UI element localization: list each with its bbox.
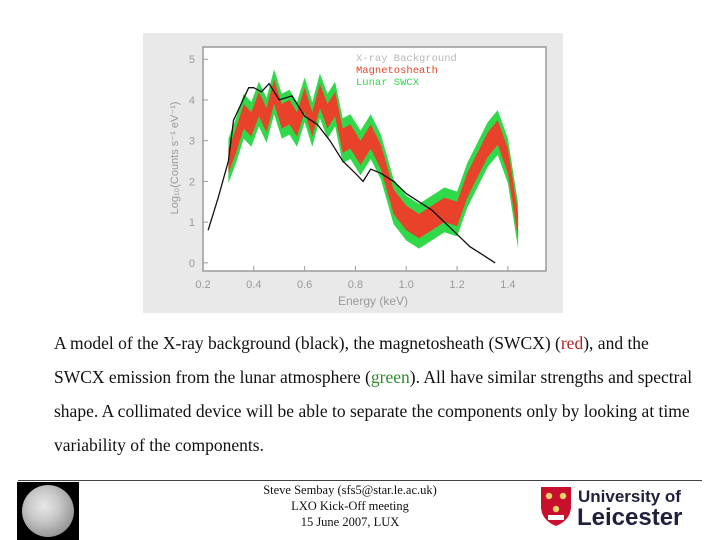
caption-part2: ), and the SWCX emission from the lunar … (54, 333, 649, 387)
footer-author: Steve Sembay (sfs5@star.le.ac.uk) (263, 483, 437, 497)
caption-red-word: red (560, 333, 584, 353)
x-tick-label: 1.0 (399, 279, 414, 291)
x-tick-label: 1.4 (500, 279, 515, 291)
x-axis-label: Energy (keV) (338, 294, 408, 308)
x-tick-label: 1.2 (449, 279, 464, 291)
y-tick-label: 1 (189, 217, 195, 229)
magnetosheath-band (228, 79, 519, 239)
y-tick-label: 4 (189, 95, 195, 107)
x-tick-label: 0.4 (246, 279, 261, 291)
footer-meeting: LXO Kick-Off meeting (291, 499, 409, 513)
logo-line1: University of (578, 487, 681, 506)
legend-entry: X-ray Background (356, 53, 457, 65)
y-tick-label: 2 (189, 176, 195, 188)
footer-divider (18, 480, 702, 481)
x-tick-label: 0.8 (348, 279, 363, 291)
x-tick-label: 0.6 (297, 279, 312, 291)
legend-entry: Lunar SWCX (356, 77, 420, 89)
footer-date: 15 June 2007, LUX (300, 515, 400, 529)
crest-icon (541, 487, 571, 526)
x-ray-background-line (207, 82, 496, 264)
caption-part1: A model of the X-ray background (black),… (54, 333, 561, 353)
y-axis-label: Log₁₀(Counts s⁻¹ eV⁻¹) (169, 102, 181, 215)
y-tick-label: 5 (189, 54, 195, 66)
footer-text: Steve Sembay (sfs5@star.le.ac.uk) LXO Ki… (230, 482, 470, 530)
y-tick-label: 0 (189, 258, 195, 270)
moon-image (17, 482, 79, 540)
caption: A model of the X-ray background (black),… (54, 326, 694, 462)
university-logo: University of Leicester (538, 484, 708, 531)
logo-line2: Leicester (577, 504, 682, 528)
moon-icon (22, 485, 74, 537)
caption-part3: ). All have similar strengths and spectr… (54, 367, 693, 455)
legend-entry: Magnetosheath (356, 65, 438, 77)
x-tick-label: 0.2 (195, 279, 210, 291)
spectrum-figure: 0 1 2 3 4 5 0.2 0.4 0.6 0.8 1.0 1.2 1.4 Log₁₀(Count… (143, 33, 563, 313)
y-tick-label: 3 (189, 136, 195, 148)
caption-green-word: green (370, 367, 410, 387)
